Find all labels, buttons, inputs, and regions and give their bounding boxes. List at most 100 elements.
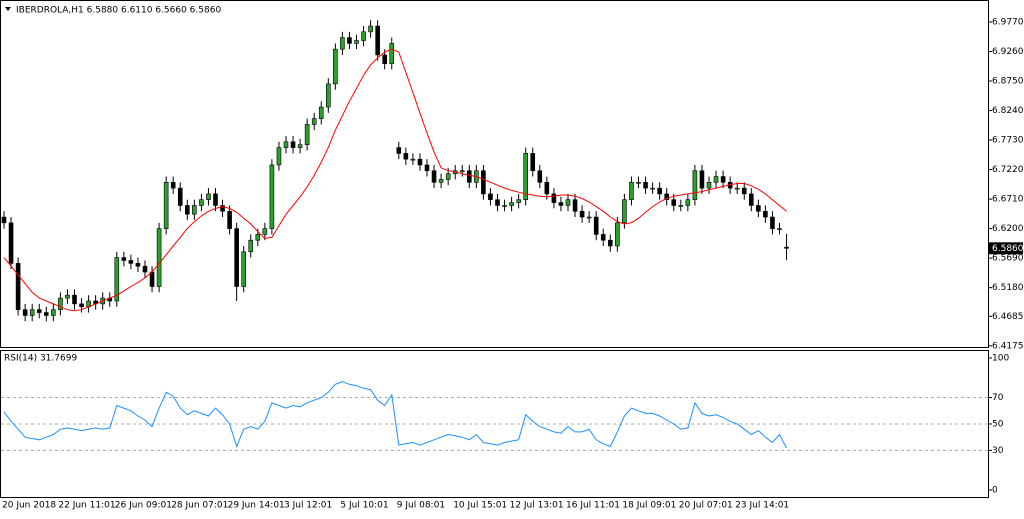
candle-body [643, 182, 648, 189]
candle-body [1, 216, 7, 224]
candle-body [671, 199, 677, 206]
x-tick-label: 3 Jul 12:01 [284, 501, 332, 511]
y-tick-label: 0 [992, 486, 998, 496]
candle-body [720, 176, 726, 183]
candle-body [227, 210, 232, 229]
candle-body [8, 222, 14, 264]
candle-body [431, 170, 437, 183]
candle-body [664, 193, 670, 200]
y-tick-label: 100 [992, 353, 1009, 363]
candle-body [615, 222, 620, 247]
candle-body [354, 40, 359, 44]
candle-body [361, 31, 366, 41]
candle-body [523, 153, 529, 200]
x-tick-label: 12 Jul 13:01 [510, 501, 564, 511]
candle-body [121, 257, 127, 261]
y-tick-label: 6.7220 [992, 165, 1024, 175]
candle-body [22, 309, 28, 316]
candle-body [692, 170, 698, 200]
candle-body [636, 182, 641, 184]
candle-body [438, 179, 444, 183]
candle-body [509, 202, 514, 206]
candle-body [234, 228, 239, 287]
y-tick-label: 50 [992, 419, 1004, 429]
x-tick-label: 29 Jun 14:01 [228, 501, 285, 511]
y-tick-label: 6.5180 [992, 283, 1024, 293]
moving-average [3, 48, 787, 312]
candle-body [51, 309, 56, 316]
y-tick-label: 6.9260 [992, 47, 1024, 57]
candle-body [516, 199, 521, 203]
candle-body [163, 182, 169, 229]
candle-body [558, 202, 564, 206]
candle-body [269, 164, 275, 229]
candle-body [777, 228, 782, 230]
candle-body [58, 297, 63, 310]
y-tick-label: 6.9770 [992, 17, 1024, 27]
x-tick-label: 28 Jun 07:01 [171, 501, 228, 511]
candle-body [311, 118, 317, 125]
candle-body [417, 158, 423, 166]
y-tick-label: 6.4685 [992, 312, 1024, 322]
candle-body [784, 246, 789, 249]
x-tick-label: 5 Jul 10:01 [340, 501, 388, 511]
candle-body [43, 312, 49, 316]
candle-body [276, 147, 282, 166]
y-tick-label: 6.7730 [992, 136, 1024, 146]
candle-body [593, 216, 599, 235]
candle-body [488, 193, 493, 200]
candle-body [713, 176, 719, 183]
candle-body [375, 25, 380, 56]
candle-body [678, 205, 684, 207]
candle-body [192, 205, 197, 215]
candle-body [156, 228, 162, 287]
candle-body [706, 182, 712, 189]
candle-body [333, 48, 338, 85]
candle-body [579, 210, 585, 218]
candle-body [481, 170, 486, 195]
candle-body [734, 187, 740, 190]
candle-body [177, 187, 183, 206]
candle-body [622, 199, 627, 224]
candle-body [502, 205, 507, 207]
candle-body [206, 193, 211, 200]
candle-body [185, 205, 190, 215]
x-tick-label: 20 Jun 2018 [2, 501, 56, 511]
candle-body [410, 158, 416, 161]
candle-body [466, 170, 472, 183]
candle-body [220, 205, 225, 212]
candle-body [544, 182, 550, 195]
candle-body [600, 234, 606, 241]
candle-body [304, 124, 310, 145]
current-price-label: 6.5860 [992, 244, 1024, 254]
candle-body [241, 251, 246, 287]
candle-body [170, 182, 176, 189]
candle-body [650, 187, 655, 190]
price-panel [0, 0, 989, 348]
y-tick-label: 70 [992, 393, 1004, 403]
candle-body [72, 294, 77, 305]
candle-body [213, 193, 218, 206]
candle-body [551, 193, 557, 203]
candle-body [114, 257, 120, 302]
candle-body [325, 83, 331, 108]
menu-arrow[interactable] [5, 7, 11, 11]
candle-body [36, 309, 42, 313]
candle-body [770, 216, 775, 229]
candle-body [657, 187, 662, 195]
y-tick-label: 30 [992, 446, 1004, 456]
candle-body [382, 54, 388, 64]
candle-body [199, 199, 204, 206]
x-tick-label: 22 Jun 11:01 [58, 501, 115, 511]
candle-body [347, 37, 352, 44]
candle-body [15, 263, 21, 310]
candle-body [389, 43, 395, 64]
candle-body [248, 239, 254, 253]
y-tick-label: 6.6710 [992, 195, 1024, 205]
x-tick-label: 10 Jul 15:01 [453, 501, 507, 511]
candle-body [741, 187, 747, 195]
candle-body [128, 260, 134, 264]
candle-body [685, 199, 691, 206]
